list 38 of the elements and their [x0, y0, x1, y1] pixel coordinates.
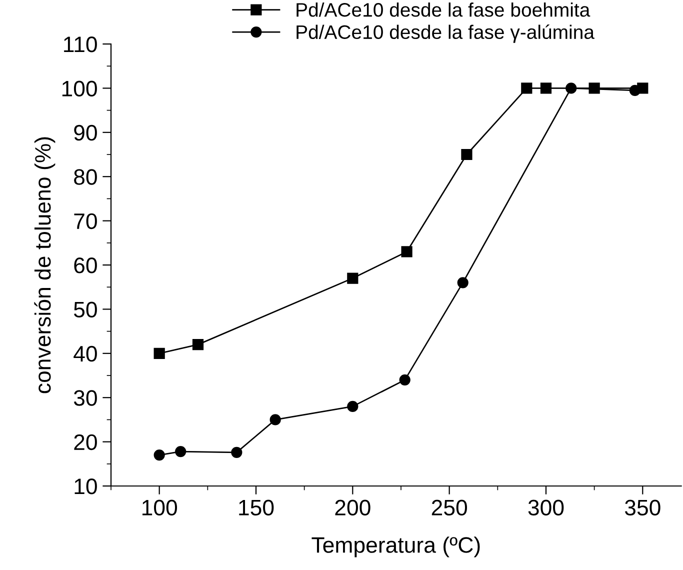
x-tick-label: 150: [239, 500, 274, 516]
y-axis-title: conversión de tolueno (%): [34, 137, 56, 394]
y-tick-label: 50: [74, 302, 97, 318]
point: [461, 148, 472, 160]
point: [521, 82, 532, 94]
x-tick-label: 350: [624, 500, 660, 516]
y-tick-label: 10: [74, 478, 97, 494]
x-tick-label: 300: [528, 500, 564, 516]
y-tick-label: 30: [74, 390, 97, 406]
x-tick-label: 200: [335, 500, 370, 516]
point: [270, 414, 281, 426]
y-tick-label: 80: [74, 169, 97, 185]
point: [347, 400, 358, 412]
point: [175, 446, 186, 458]
point: [588, 82, 600, 94]
point: [231, 446, 242, 458]
point: [399, 374, 410, 386]
point: [154, 348, 165, 359]
y-tick-label: 100: [62, 80, 97, 96]
y-tick-label: 110: [64, 36, 97, 52]
point: [457, 277, 468, 288]
point: [566, 82, 577, 94]
y-tick-label: 40: [74, 346, 97, 362]
x-tick-label: 100: [142, 500, 178, 516]
point: [347, 272, 358, 284]
x-tick-label: 250: [432, 500, 467, 516]
y-tick-label: 20: [74, 434, 97, 450]
y-tick-label: 60: [74, 258, 97, 274]
point: [192, 339, 204, 350]
point: [401, 246, 412, 258]
y-tick-label: 90: [74, 124, 97, 141]
y-tick-label: 70: [74, 213, 97, 230]
point: [154, 450, 165, 461]
point: [540, 82, 552, 94]
point: [629, 84, 640, 96]
legend-label: Pd/ACe10 desde la fase γ-alúmina: [296, 24, 594, 43]
x-axis-title: Temperatura (ºC): [312, 536, 480, 558]
legend-label: Pd/ACe10 desde la fase boehmita: [296, 2, 590, 17]
